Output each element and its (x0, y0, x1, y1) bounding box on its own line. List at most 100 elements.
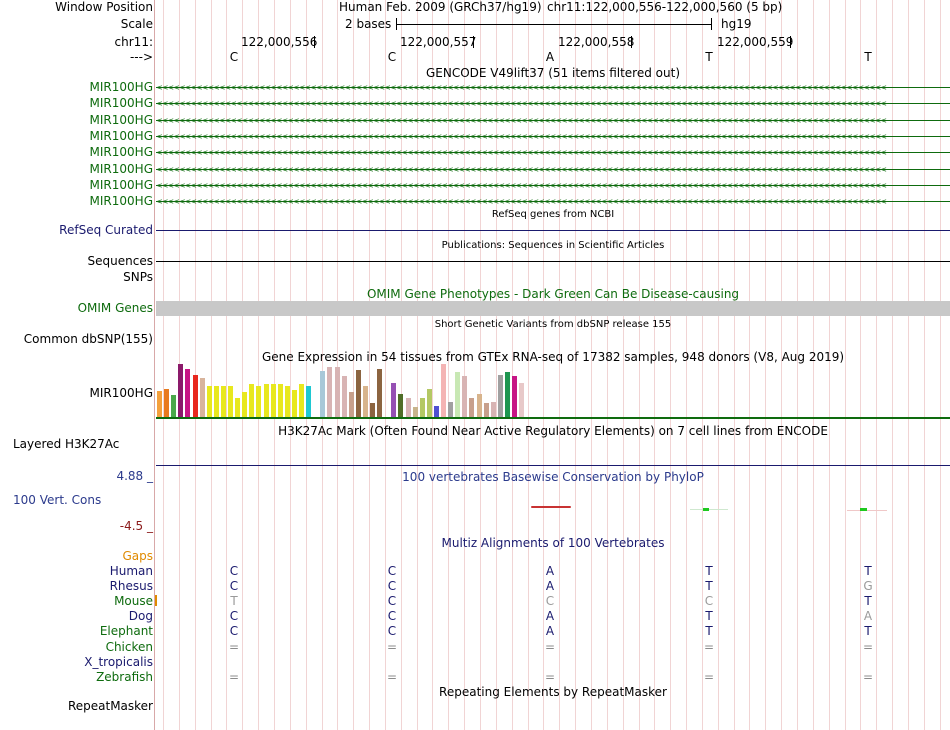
gtex-tissue-bar[interactable] (206, 386, 212, 417)
gtex-tissue-bar[interactable] (448, 402, 454, 417)
gtex-tissue-bar[interactable] (242, 392, 248, 417)
phylop-track-title[interactable]: 100 vertebrates Basewise Conservation by… (402, 470, 704, 484)
gtex-tissue-bar[interactable] (405, 398, 411, 417)
omim-label[interactable]: OMIM Genes (77, 301, 153, 315)
gtex-tissue-bar[interactable] (199, 378, 205, 417)
gtex-tissue-bar[interactable] (462, 376, 468, 417)
gtex-tissue-bar[interactable] (512, 376, 517, 417)
gtex-tissue-bar[interactable] (270, 384, 276, 417)
gtex-tissue-bar[interactable] (341, 376, 347, 417)
gencode-item-label[interactable]: MIR100HG (89, 80, 153, 94)
species-label[interactable]: Dog (128, 609, 153, 623)
species-label[interactable]: Chicken (105, 640, 153, 654)
gtex-tissue-bar[interactable] (178, 364, 184, 417)
gtex-track-title[interactable]: Gene Expression in 54 tissues from GTEx … (261, 350, 845, 364)
refseq-label[interactable]: RefSeq Curated (59, 223, 153, 237)
gencode-item-label[interactable]: MIR100HG (89, 162, 153, 176)
gtex-tissue-bar[interactable] (483, 403, 489, 417)
gencode-transcript-line[interactable]: <<<<<<<<<<<<<<<<<<<<<<<<<<<<<<<<<<<<<<<<… (156, 182, 950, 189)
repeatmasker-track-title[interactable]: Repeating Elements by RepeatMasker (439, 685, 667, 699)
refseq-feature-line[interactable] (156, 230, 950, 231)
refseq-track-title[interactable]: RefSeq genes from NCBI (491, 209, 615, 220)
gtex-tissue-bar[interactable] (398, 394, 404, 417)
gtex-gene-label[interactable]: MIR100HG (89, 386, 153, 400)
gtex-tissue-bar[interactable] (228, 386, 233, 417)
gtex-tissue-bar[interactable] (327, 367, 333, 417)
publications-track-title[interactable]: Publications: Sequences in Scientific Ar… (441, 240, 665, 251)
gtex-tissue-bar[interactable] (419, 398, 425, 417)
omim-track-title[interactable]: OMIM Gene Phenotypes - Dark Green Can Be… (366, 287, 740, 301)
gtex-tissue-bar[interactable] (497, 375, 503, 417)
gencode-item-label[interactable]: MIR100HG (89, 194, 153, 208)
species-label[interactable]: Mouse (114, 594, 153, 608)
gencode-transcript-line[interactable]: <<<<<<<<<<<<<<<<<<<<<<<<<<<<<<<<<<<<<<<<… (156, 84, 950, 91)
gencode-transcript-line[interactable]: <<<<<<<<<<<<<<<<<<<<<<<<<<<<<<<<<<<<<<<<… (156, 133, 950, 140)
gtex-tissue-bar[interactable] (504, 372, 510, 417)
gencode-item-label[interactable]: MIR100HG (89, 178, 153, 192)
gtex-tissue-bar[interactable] (476, 394, 482, 417)
dbsnp-label[interactable]: Common dbSNP(155) (23, 332, 153, 346)
gencode-transcript-line[interactable]: <<<<<<<<<<<<<<<<<<<<<<<<<<<<<<<<<<<<<<<<… (156, 149, 950, 156)
gtex-tissue-bar[interactable] (235, 398, 241, 417)
gtex-tissue-bar[interactable] (441, 364, 446, 417)
gtex-tissue-bar[interactable] (426, 389, 432, 417)
h3k27ac-label[interactable]: Layered H3K27Ac (13, 437, 120, 451)
h3k27ac-track-title[interactable]: H3K27Ac Mark (Often Found Near Active Re… (278, 424, 828, 438)
phylop-signal-4[interactable] (703, 508, 709, 511)
gtex-tissue-bar[interactable] (455, 372, 461, 417)
gtex-tissue-bar[interactable] (213, 386, 219, 417)
gencode-transcript-line[interactable]: <<<<<<<<<<<<<<<<<<<<<<<<<<<<<<<<<<<<<<<<… (156, 100, 950, 107)
gtex-tissue-bar[interactable] (164, 389, 170, 417)
sequences-feature-line[interactable] (156, 261, 950, 262)
gencode-track-title[interactable]: GENCODE V49lift37 (51 items filtered out… (425, 66, 680, 80)
species-label[interactable]: Zebrafish (96, 670, 153, 684)
gtex-tissue-bar[interactable] (185, 369, 191, 417)
species-label[interactable]: Elephant (99, 624, 153, 638)
species-label[interactable]: X_tropicalis (84, 655, 153, 669)
gtex-tissue-bar[interactable] (355, 370, 361, 417)
gtex-tissue-bar[interactable] (291, 390, 297, 417)
gtex-tissue-bar[interactable] (284, 386, 290, 417)
gtex-tissue-bar[interactable] (519, 383, 525, 417)
gencode-item-label[interactable]: MIR100HG (89, 129, 153, 143)
phylop-label[interactable]: 100 Vert. Cons (13, 493, 102, 507)
gencode-item-label[interactable]: MIR100HG (89, 96, 153, 110)
gtex-tissue-bar[interactable] (320, 371, 326, 417)
gtex-tissue-bar[interactable] (263, 384, 269, 417)
repeatmasker-label[interactable]: RepeatMasker (67, 699, 153, 713)
gaps-label[interactable]: Gaps (122, 549, 153, 563)
gtex-tissue-bar[interactable] (362, 386, 368, 417)
species-label[interactable]: Human (109, 564, 153, 578)
gencode-item-label[interactable]: MIR100HG (89, 145, 153, 159)
gtex-tissue-bar[interactable] (306, 386, 312, 417)
species-label[interactable]: Rhesus (109, 579, 153, 593)
gtex-bar-chart[interactable] (156, 362, 536, 417)
phylop-signal-1[interactable] (531, 506, 571, 508)
gtex-tissue-bar[interactable] (220, 386, 226, 417)
gtex-tissue-bar[interactable] (249, 384, 255, 417)
omim-feature-bar[interactable] (156, 301, 950, 316)
gtex-tissue-bar[interactable] (348, 392, 354, 417)
gtex-tissue-bar[interactable] (377, 369, 383, 417)
phylop-signal-5[interactable] (860, 508, 867, 511)
gencode-transcript-line[interactable]: <<<<<<<<<<<<<<<<<<<<<<<<<<<<<<<<<<<<<<<<… (156, 117, 950, 124)
dbsnp-track-title[interactable]: Short Genetic Variants from dbSNP releas… (434, 319, 672, 330)
gencode-item-label[interactable]: MIR100HG (89, 113, 153, 127)
gencode-transcript-line[interactable]: <<<<<<<<<<<<<<<<<<<<<<<<<<<<<<<<<<<<<<<<… (156, 166, 950, 173)
gtex-tissue-bar[interactable] (391, 383, 397, 417)
gtex-tissue-bar[interactable] (433, 406, 439, 417)
gtex-tissue-bar[interactable] (334, 367, 340, 417)
gencode-transcript-line[interactable]: <<<<<<<<<<<<<<<<<<<<<<<<<<<<<<<<<<<<<<<<… (156, 198, 950, 205)
gtex-tissue-bar[interactable] (299, 384, 304, 417)
multiz-track-title[interactable]: Multiz Alignments of 100 Vertebrates (441, 536, 665, 550)
gtex-tissue-bar[interactable] (490, 402, 496, 417)
sequences-label[interactable]: Sequences (87, 254, 153, 268)
gtex-tissue-bar[interactable] (412, 407, 418, 417)
gtex-tissue-bar[interactable] (277, 384, 283, 417)
gtex-tissue-bar[interactable] (469, 398, 475, 417)
gtex-tissue-bar[interactable] (256, 386, 262, 417)
gtex-tissue-bar[interactable] (370, 403, 375, 417)
gtex-tissue-bar[interactable] (157, 391, 162, 417)
gtex-tissue-bar[interactable] (171, 395, 177, 417)
snps-label[interactable]: SNPs (123, 270, 153, 284)
